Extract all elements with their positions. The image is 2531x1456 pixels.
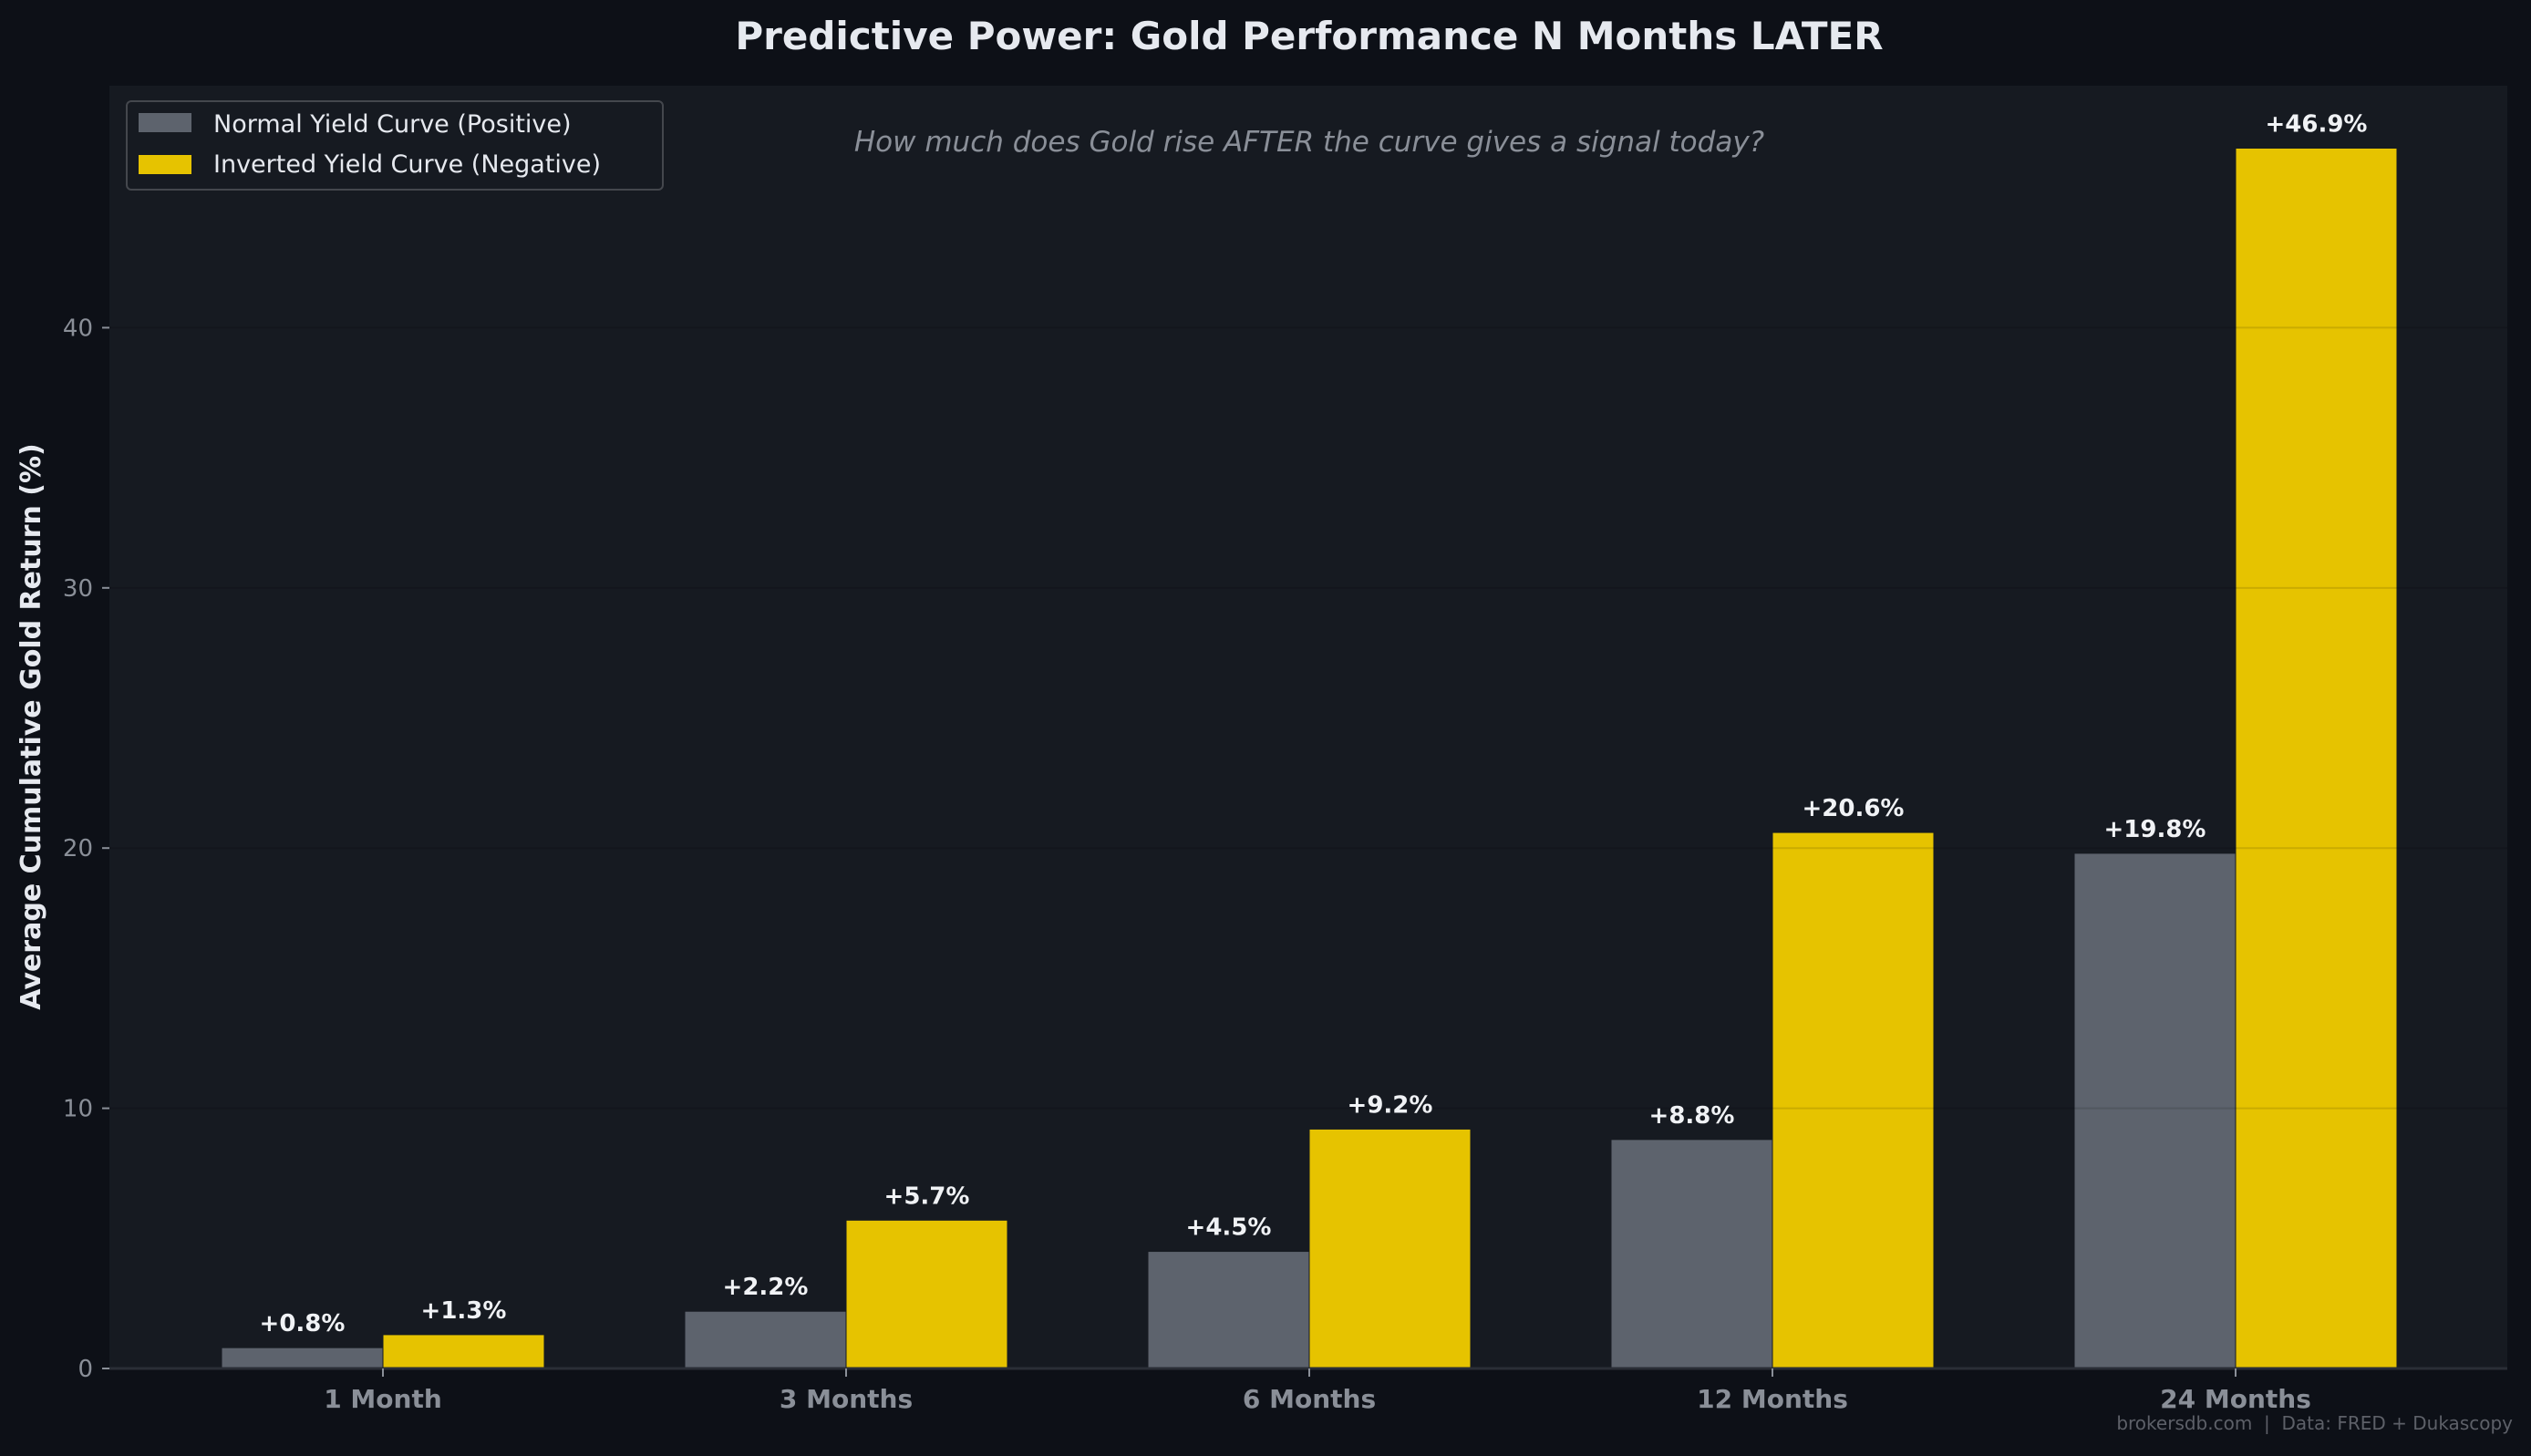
bar-normal-4 [2073, 852, 2237, 1369]
bar-normal-1 [684, 1310, 847, 1369]
y-tick-label: 20 [63, 835, 93, 862]
x-tick-label: 1 Month [324, 1384, 442, 1414]
footer-credit: brokersdb.com | Data: FRED + Dukascopy [2116, 1412, 2513, 1434]
x-tick-label: 6 Months [1243, 1384, 1376, 1414]
chart-subtitle: How much does Gold rise AFTER the curve … [854, 126, 1764, 159]
x-tick-label: 12 Months [1697, 1384, 1848, 1414]
data-label: +2.2% [723, 1274, 809, 1301]
legend: Normal Yield Curve (Positive) Inverted Y… [126, 100, 664, 191]
data-label: +0.8% [260, 1310, 346, 1337]
x-tick-label: 3 Months [780, 1384, 913, 1414]
legend-box [126, 100, 664, 191]
y-tick-label: 40 [63, 315, 93, 342]
bar-normal-2 [1147, 1251, 1310, 1369]
legend-swatch-normal [139, 113, 191, 132]
data-label: +4.5% [1186, 1214, 1272, 1242]
x-tick-label: 24 Months [2160, 1384, 2311, 1414]
y-tick-label: 0 [77, 1356, 93, 1383]
data-label: +46.9% [2266, 110, 2368, 138]
bar-inverted-0 [382, 1334, 545, 1369]
legend-label-inverted: Inverted Yield Curve (Negative) [213, 150, 601, 179]
data-label: +9.2% [1348, 1091, 1433, 1119]
legend-swatch-inverted [139, 155, 191, 174]
legend-label-normal: Normal Yield Curve (Positive) [213, 110, 572, 139]
data-label: +20.6% [1803, 795, 1905, 822]
bar-inverted-4 [2235, 147, 2398, 1369]
bar-normal-3 [1610, 1139, 1773, 1369]
bar-inverted-2 [1308, 1128, 1472, 1369]
y-tick-label: 10 [63, 1096, 93, 1123]
y-axis-label: Average Cumulative Gold Return (%) [15, 443, 47, 1010]
chart-title: Predictive Power: Gold Performance N Mon… [735, 14, 1883, 58]
data-label: +1.3% [421, 1297, 507, 1325]
bar-inverted-1 [845, 1219, 1008, 1369]
data-label: +8.8% [1649, 1102, 1735, 1130]
data-label: +5.7% [884, 1182, 970, 1210]
bar-inverted-3 [1772, 831, 1935, 1369]
data-label: +19.8% [2104, 816, 2206, 843]
y-tick-label: 30 [63, 575, 93, 603]
bar-normal-0 [221, 1347, 384, 1369]
